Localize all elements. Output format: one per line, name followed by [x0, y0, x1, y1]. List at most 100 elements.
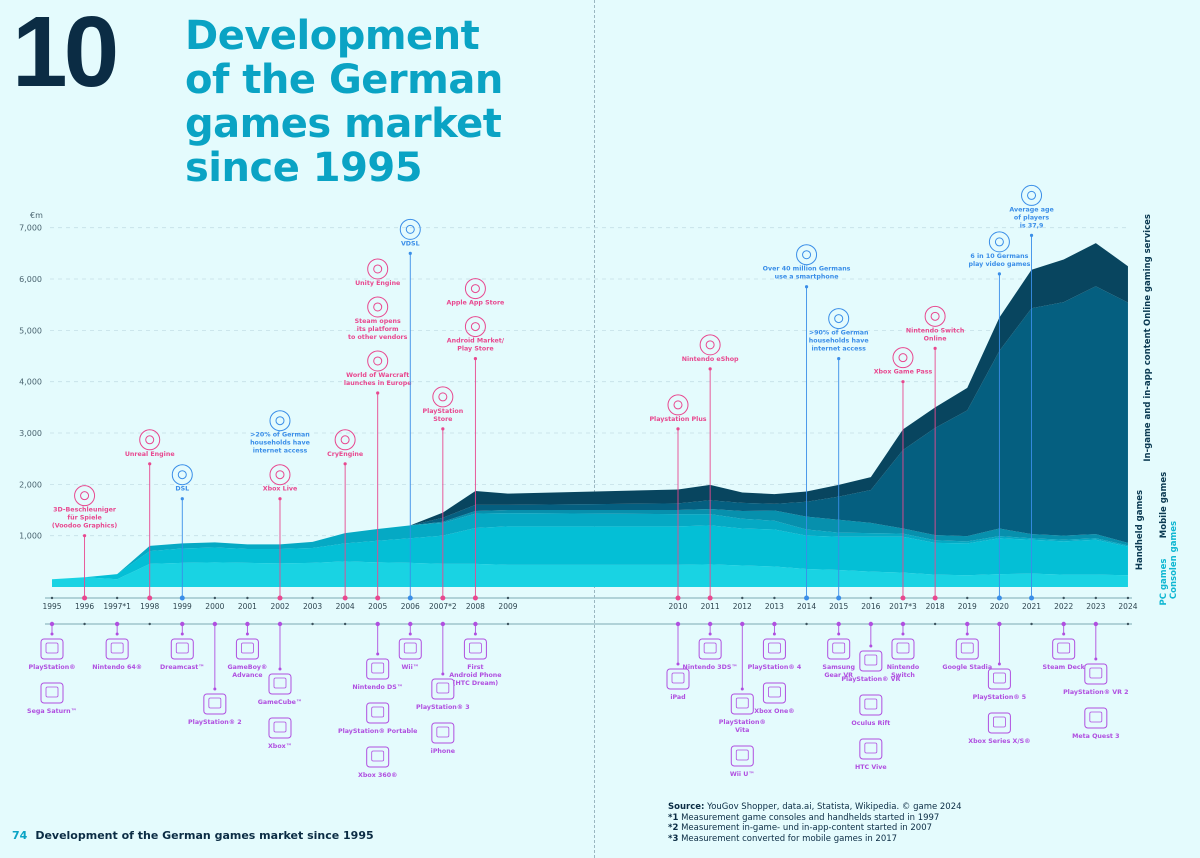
- year-tick: [741, 596, 744, 600]
- milestone-label: Steam opens: [355, 318, 401, 325]
- milestone-stem-dot: [901, 380, 905, 384]
- icon-outline: [464, 278, 486, 300]
- area-mobile-games: [52, 508, 1128, 580]
- milestone-stem-dot: [82, 534, 87, 538]
- milestone-label: >20% of German: [250, 432, 310, 439]
- icon-glyph: [275, 416, 285, 426]
- year-tick: [966, 596, 969, 600]
- device-stem-dot: [50, 632, 54, 636]
- device-icon: [398, 638, 422, 660]
- series-label: Consolen games: [1169, 521, 1179, 599]
- device-icon: [827, 638, 851, 660]
- series-label: In-game and in-app content: [1143, 328, 1153, 461]
- milestone-label: Unreal Engine: [125, 451, 175, 458]
- device-icon: [40, 638, 64, 660]
- device-label: Nintendo 3DS™: [683, 664, 738, 671]
- device-label: iPad: [670, 694, 685, 701]
- device-icon-screen: [768, 642, 781, 654]
- milestone-label: Xbox Game Pass: [874, 369, 933, 376]
- device-label: Xbox One®: [754, 707, 794, 715]
- icon-outline: [432, 386, 454, 408]
- playstation-plus-icon: [667, 394, 689, 416]
- device-icon-screen: [671, 672, 685, 684]
- icon-glyph: [340, 435, 350, 445]
- device-label: Gear VR: [824, 672, 853, 679]
- device-stem-dot: [278, 667, 282, 671]
- device-icon: [203, 693, 227, 715]
- milestone-label: 3D-Beschleuniger: [53, 507, 117, 514]
- device-year-tick: [1126, 622, 1130, 626]
- device-icon-screen: [110, 642, 124, 654]
- milestone-stem-dot: [708, 367, 712, 371]
- chapter-number: 10: [12, 0, 119, 108]
- device-icon-screen: [864, 742, 878, 754]
- icon-outline: [74, 485, 96, 507]
- icon-glyph: [438, 392, 448, 402]
- milestone-label: of players: [1014, 214, 1049, 221]
- device-label: Vita: [735, 727, 749, 734]
- milestone-stem-dot: [1029, 233, 1034, 237]
- milestone-label: play video games: [968, 261, 1030, 268]
- icon-glyph: [470, 322, 480, 332]
- device-year-tick: [343, 622, 347, 626]
- device-icon: [955, 638, 979, 660]
- device-icon-screen: [1057, 642, 1071, 654]
- device-stem-dot: [772, 632, 776, 636]
- device-icon-screen: [735, 749, 749, 761]
- icon-outline: [171, 464, 193, 486]
- x-tick-label: 2005: [368, 602, 387, 611]
- device-icon-screen: [1089, 667, 1103, 679]
- icon-glyph: [673, 400, 683, 410]
- y-tick-label: 7,000: [19, 224, 42, 233]
- network-houses-icon: [269, 410, 291, 432]
- device-icon: [431, 678, 455, 700]
- milestone-stem-dot: [676, 427, 680, 431]
- device-icon: [762, 682, 786, 704]
- note-mark: *3: [668, 833, 679, 844]
- icon-glyph: [373, 356, 383, 366]
- icon-glyph: [373, 264, 383, 274]
- milestone-label: für Spiele: [67, 515, 101, 522]
- year-tick: [506, 596, 510, 600]
- note-mark: *1: [668, 812, 679, 823]
- y-tick-label: 3,000: [19, 429, 42, 438]
- device-icon-screen: [175, 642, 189, 654]
- milestone-stem-dot: [997, 272, 1002, 276]
- y-tick-label: 5,000: [19, 326, 42, 335]
- milestone-label: its platform: [357, 326, 399, 333]
- icon-glyph: [930, 311, 940, 321]
- device-icon-screen: [703, 642, 717, 654]
- icon-glyph: [1027, 190, 1037, 200]
- milestone-label: households have: [809, 338, 869, 345]
- x-tick-label: 2015: [829, 602, 848, 611]
- page-footer: 74 Development of the German games market…: [12, 829, 374, 842]
- device-icon: [366, 702, 390, 724]
- note-text: Measurement game consoles and handhelds …: [681, 812, 940, 823]
- year-tick: [1126, 596, 1130, 600]
- icon-outline: [892, 347, 914, 369]
- device-stem-dot: [837, 632, 841, 636]
- device-icon: [859, 650, 883, 672]
- device-label: Dreamcast™: [160, 664, 204, 671]
- device-stem-dot: [869, 644, 873, 648]
- year-tick: [1094, 596, 1098, 600]
- device-stem-dot: [441, 672, 445, 676]
- source-notes: Source: YouGov Shopper, data.ai, Statist…: [668, 802, 962, 844]
- year-tick: [311, 596, 314, 600]
- x-tick-label: 2014: [797, 602, 816, 611]
- milestone-label: Xbox Live: [263, 486, 298, 493]
- year-tick: [213, 596, 217, 600]
- y-tick-label: 1,000: [19, 532, 42, 541]
- icon-outline: [828, 308, 850, 330]
- x-tick-label: 2004: [336, 602, 355, 611]
- milestone-stem-dot: [148, 462, 152, 466]
- y-tick-label: 2,000: [19, 480, 42, 489]
- device-icon-screen: [735, 697, 749, 709]
- page-number: 74: [12, 829, 28, 842]
- device-label: First: [467, 664, 483, 671]
- note-text: Measurement in-game- und in-app-content …: [681, 823, 933, 833]
- icon-outline: [1021, 184, 1043, 206]
- icon-glyph: [405, 224, 415, 234]
- milestone-label: households have: [250, 440, 310, 447]
